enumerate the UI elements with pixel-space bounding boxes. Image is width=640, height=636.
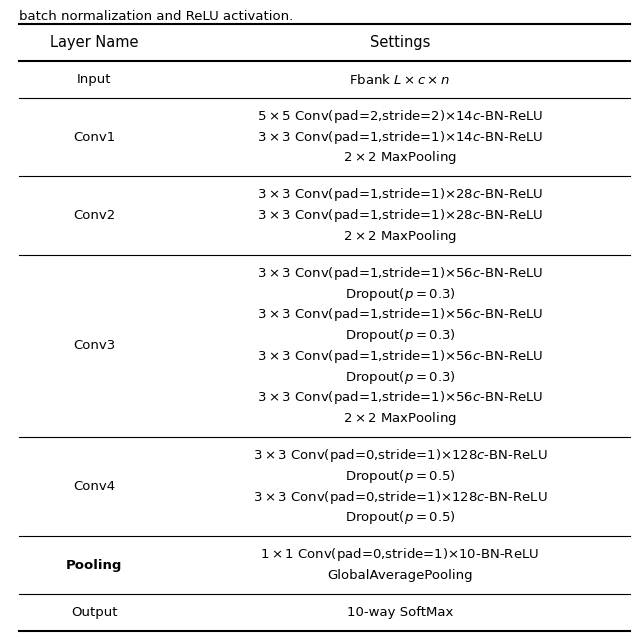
Text: $3 \times 3$ Conv(pad=1,stride=1)$\times$28$c$-BN-ReLU: $3 \times 3$ Conv(pad=1,stride=1)$\times… [257, 186, 543, 204]
Text: Conv4: Conv4 [74, 480, 115, 493]
Text: Pooling: Pooling [66, 558, 123, 572]
Text: Dropout($p = 0.3$): Dropout($p = 0.3$) [344, 327, 456, 344]
Text: Conv1: Conv1 [73, 131, 116, 144]
Text: Input: Input [77, 73, 111, 86]
Text: GlobalAveragePooling: GlobalAveragePooling [327, 569, 473, 582]
Text: $3 \times 3$ Conv(pad=1,stride=1)$\times$28$c$-BN-ReLU: $3 \times 3$ Conv(pad=1,stride=1)$\times… [257, 207, 543, 224]
Text: $2 \times 2$ MaxPooling: $2 \times 2$ MaxPooling [343, 228, 457, 245]
Text: Fbank $L \times c \times n$: Fbank $L \times c \times n$ [349, 73, 451, 86]
Text: Dropout($p = 0.5$): Dropout($p = 0.5$) [344, 468, 456, 485]
Text: Dropout($p = 0.5$): Dropout($p = 0.5$) [344, 509, 456, 527]
Text: $5 \times 5$ Conv(pad=2,stride=2)$\times$14$c$-BN-ReLU: $5 \times 5$ Conv(pad=2,stride=2)$\times… [257, 108, 543, 125]
Text: $3 \times 3$ Conv(pad=1,stride=1)$\times$56$c$-BN-ReLU: $3 \times 3$ Conv(pad=1,stride=1)$\times… [257, 265, 543, 282]
Text: Output: Output [71, 606, 118, 619]
Text: batch normalization and ReLU activation.: batch normalization and ReLU activation. [19, 10, 294, 22]
Text: $3 \times 3$ Conv(pad=1,stride=1)$\times$14$c$-BN-ReLU: $3 \times 3$ Conv(pad=1,stride=1)$\times… [257, 128, 543, 146]
Text: $2 \times 2$ MaxPooling: $2 \times 2$ MaxPooling [343, 410, 457, 427]
Text: Dropout($p = 0.3$): Dropout($p = 0.3$) [344, 369, 456, 385]
Text: $3 \times 3$ Conv(pad=1,stride=1)$\times$56$c$-BN-ReLU: $3 \times 3$ Conv(pad=1,stride=1)$\times… [257, 307, 543, 323]
Text: $2 \times 2$ MaxPooling: $2 \times 2$ MaxPooling [343, 149, 457, 167]
Text: $3 \times 3$ Conv(pad=1,stride=1)$\times$56$c$-BN-ReLU: $3 \times 3$ Conv(pad=1,stride=1)$\times… [257, 389, 543, 406]
Text: Conv3: Conv3 [73, 340, 116, 352]
Text: Conv2: Conv2 [73, 209, 116, 222]
Text: $3 \times 3$ Conv(pad=1,stride=1)$\times$56$c$-BN-ReLU: $3 \times 3$ Conv(pad=1,stride=1)$\times… [257, 348, 543, 365]
Text: Dropout($p = 0.3$): Dropout($p = 0.3$) [344, 286, 456, 303]
Text: Settings: Settings [370, 35, 430, 50]
Text: Layer Name: Layer Name [50, 35, 139, 50]
Text: $1 \times 1$ Conv(pad=0,stride=1)$\times$10-BN-ReLU: $1 \times 1$ Conv(pad=0,stride=1)$\times… [260, 546, 540, 563]
Text: $3 \times 3$ Conv(pad=0,stride=1)$\times$128$c$-BN-ReLU: $3 \times 3$ Conv(pad=0,stride=1)$\times… [253, 447, 547, 464]
Text: $3 \times 3$ Conv(pad=0,stride=1)$\times$128$c$-BN-ReLU: $3 \times 3$ Conv(pad=0,stride=1)$\times… [253, 488, 547, 506]
Text: 10-way SoftMax: 10-way SoftMax [347, 606, 453, 619]
